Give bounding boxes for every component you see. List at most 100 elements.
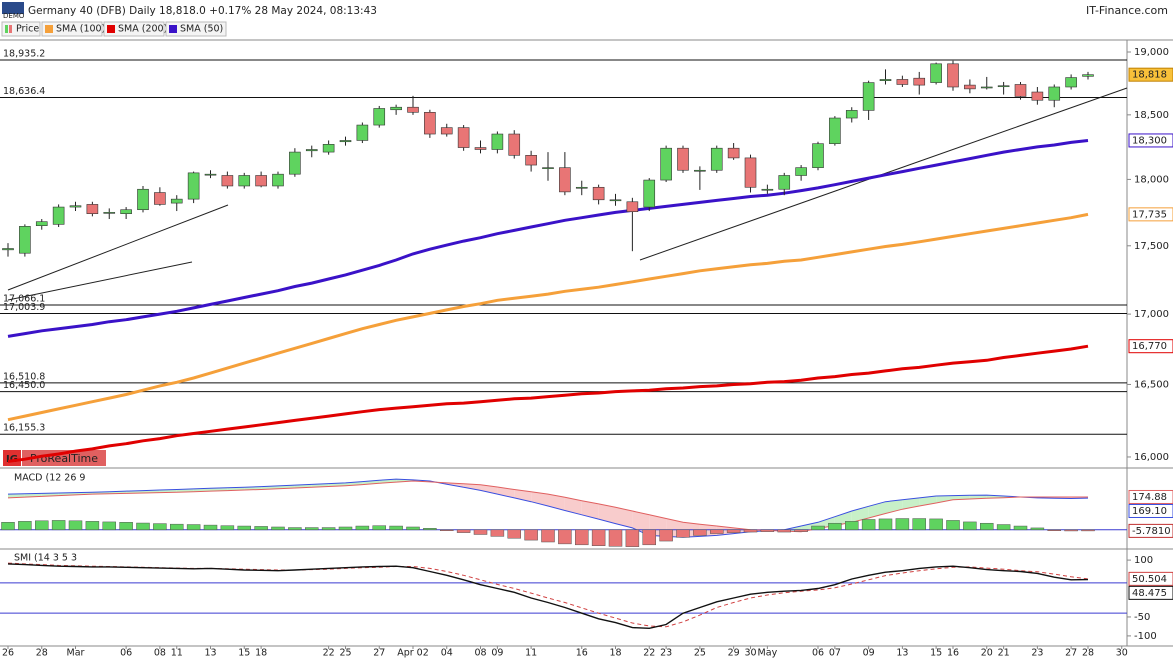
histogram-bar	[473, 529, 488, 535]
y-tick-label: 16,500	[1134, 379, 1169, 390]
histogram-bar	[980, 522, 994, 531]
legend-swatch	[5, 25, 8, 33]
x-tick-label: Apr 02	[397, 648, 429, 659]
histogram-bar	[186, 524, 201, 531]
candle-body	[1065, 77, 1077, 88]
candle-body	[289, 151, 301, 175]
y-tick-label: 18,500	[1134, 110, 1169, 121]
histogram-bar	[237, 525, 251, 531]
histogram-bar	[558, 529, 572, 545]
histogram-bar	[102, 521, 116, 531]
histogram-bar	[170, 523, 184, 531]
candle-body	[322, 144, 335, 153]
value-tag: 50.504	[1132, 574, 1167, 585]
candle-body	[221, 175, 234, 187]
logo-name-box	[22, 450, 106, 466]
x-tick-label: 23	[660, 648, 672, 659]
x-tick-label: 08	[474, 648, 486, 659]
macd-fill	[564, 497, 582, 515]
macd-fill	[868, 501, 886, 518]
value-tag-box	[1128, 339, 1173, 354]
histogram-bar	[659, 529, 673, 542]
histogram-bar	[794, 529, 808, 532]
x-tick-label: 08	[154, 648, 166, 659]
candle-body	[812, 143, 824, 168]
x-tick-label: 09	[491, 648, 503, 659]
macd-fill	[953, 495, 970, 500]
histogram-bar	[1047, 529, 1061, 531]
level-label: 16,510.8	[3, 371, 45, 382]
sma-line	[7, 344, 1089, 463]
x-tick-label: 06	[120, 648, 132, 659]
histogram-bar	[490, 529, 505, 537]
candle-body	[559, 167, 571, 193]
candle-body	[879, 79, 892, 81]
candle-body	[305, 149, 318, 152]
candle-body	[52, 206, 65, 225]
histogram-bar	[575, 529, 589, 546]
x-tick-label: 26	[2, 648, 14, 659]
histogram-bar	[541, 529, 555, 543]
histogram-bar	[136, 522, 150, 531]
value-tag-box	[1128, 523, 1173, 538]
x-tick-label: 22	[323, 648, 335, 659]
macd-fill	[480, 484, 498, 495]
candle-body	[2, 248, 14, 251]
legend-box	[103, 21, 165, 37]
histogram-bar	[338, 526, 353, 531]
histogram-bar	[591, 529, 606, 546]
y-tick-label: 18,000	[1134, 174, 1169, 185]
legend-label: Price	[16, 24, 39, 35]
macd-fill	[615, 507, 633, 528]
candle-body	[930, 63, 942, 83]
level-label: 16,155.3	[3, 423, 45, 434]
macd-fill	[463, 483, 481, 491]
candle-body	[947, 63, 959, 88]
candle-body	[457, 127, 470, 148]
x-tick-label: 11	[171, 648, 183, 659]
histogram-bar	[828, 522, 842, 531]
level-label: 16,450.0	[3, 380, 45, 391]
level-label: 17,066.1	[3, 293, 45, 304]
candle-body	[390, 106, 402, 111]
candle-body	[1031, 91, 1044, 101]
y-tick-label: 19,000	[1134, 47, 1169, 58]
logo-mark-box	[3, 450, 21, 466]
histogram-bar	[693, 529, 707, 536]
candle-body	[35, 221, 48, 226]
legend-label: SMA (100)	[56, 24, 105, 35]
value-tag-box	[1128, 489, 1173, 504]
level-label: 18,935.2	[3, 49, 45, 60]
candle-body	[913, 77, 926, 86]
histogram-bar	[406, 526, 420, 531]
x-tick-label: 25	[339, 648, 351, 659]
x-tick-label: 30	[1116, 648, 1128, 659]
candle-body	[592, 186, 605, 201]
x-tick-label: 15	[238, 648, 250, 659]
candle-body	[795, 167, 807, 176]
histogram-bar	[963, 521, 977, 531]
panel-title: MACD (12 26 9	[14, 473, 85, 484]
candle-body	[964, 84, 976, 90]
histogram-bar	[355, 525, 370, 531]
x-tick-label: 07	[829, 648, 841, 659]
candle-body	[575, 186, 588, 189]
candle-body	[120, 209, 132, 214]
histogram-bar	[996, 524, 1011, 531]
histogram-bar	[1030, 527, 1045, 531]
value-tag: 17,735	[1132, 209, 1167, 220]
y-tick-label: 100	[1134, 555, 1153, 566]
y-tick-label: -100	[1134, 631, 1157, 642]
histogram-bar	[878, 518, 893, 531]
candle-body	[137, 188, 149, 211]
histogram-bar	[760, 529, 775, 532]
candle-body	[829, 117, 841, 144]
candle-body	[1048, 86, 1061, 101]
histogram-bar	[288, 527, 302, 531]
x-tick-label: 21	[998, 648, 1010, 659]
histogram-bar	[271, 526, 285, 531]
legend-swatch	[9, 25, 12, 33]
histogram-bar	[946, 520, 960, 531]
candle-body	[677, 147, 689, 171]
